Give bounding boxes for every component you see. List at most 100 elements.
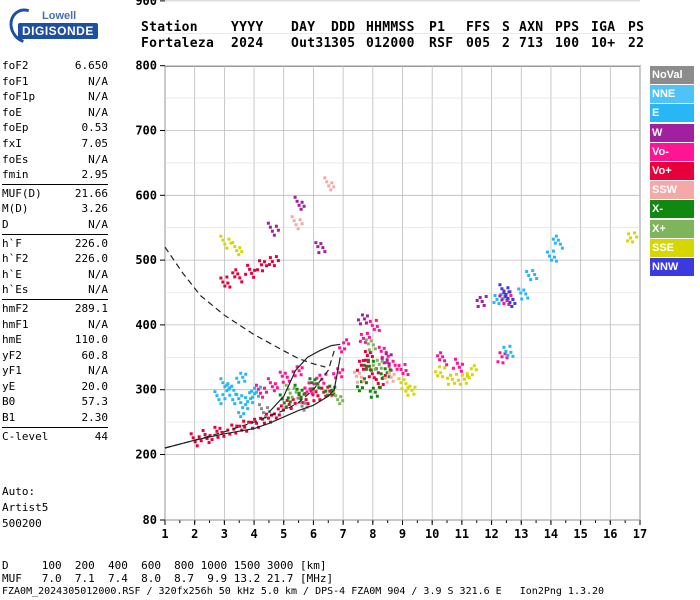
legend-item: SSE — [650, 238, 694, 257]
x-tick-label: 8 — [369, 527, 376, 541]
data-point — [386, 354, 390, 358]
data-point — [296, 227, 300, 231]
data-point — [245, 429, 249, 433]
data-point — [303, 386, 307, 390]
data-point — [225, 389, 229, 393]
data-point — [219, 234, 223, 238]
x-tick-label: 9 — [399, 527, 406, 541]
data-point — [274, 255, 278, 259]
param-value: 2.30 — [81, 411, 109, 425]
data-point — [278, 393, 282, 397]
logo-line1: Lowell — [42, 10, 77, 22]
data-point — [387, 371, 391, 375]
data-point — [380, 357, 384, 361]
data-point — [370, 323, 374, 327]
data-point — [495, 297, 499, 301]
data-point — [451, 366, 455, 370]
param-separator — [2, 427, 108, 428]
data-point — [631, 240, 635, 244]
data-point — [241, 406, 245, 410]
data-point — [373, 347, 377, 351]
data-point — [215, 429, 219, 433]
data-point — [223, 397, 227, 401]
data-point — [388, 368, 392, 372]
param-name: foF1 — [2, 74, 29, 88]
param-value: N/A — [88, 105, 108, 119]
data-point — [207, 441, 211, 445]
data-point — [244, 403, 248, 407]
data-point — [323, 176, 327, 180]
data-point — [455, 361, 459, 365]
data-point — [456, 378, 460, 382]
header-value-9: 100 — [555, 36, 580, 51]
data-point — [265, 406, 269, 410]
x-tick-label: 11 — [455, 527, 469, 541]
data-point — [253, 417, 257, 421]
data-point — [377, 385, 381, 389]
data-point — [517, 287, 521, 291]
param-name: h`Es — [2, 283, 29, 297]
data-point — [629, 236, 633, 240]
data-point — [338, 346, 342, 350]
data-point — [332, 392, 336, 396]
data-point — [410, 388, 414, 392]
data-point — [328, 384, 332, 388]
data-point — [276, 228, 280, 232]
x-tick-label: 10 — [425, 527, 439, 541]
data-point — [352, 370, 356, 374]
data-point — [385, 360, 389, 364]
data-point — [297, 203, 301, 207]
data-point — [250, 389, 254, 393]
param-name: yF1 — [2, 364, 22, 378]
data-point — [368, 351, 372, 355]
param-name: fmin — [2, 168, 29, 182]
data-point — [295, 387, 299, 391]
legend-item: NoVal — [650, 66, 694, 84]
data-point — [239, 415, 243, 419]
param-row: D N/A — [2, 217, 108, 233]
data-point — [240, 250, 244, 254]
profile-curve — [164, 246, 326, 368]
data-point — [366, 358, 370, 362]
param-value: N/A — [88, 364, 108, 378]
data-point — [395, 367, 399, 371]
param-value: 226.0 — [74, 252, 108, 266]
data-point — [364, 321, 368, 325]
muf-row: MUF 7.0 7.1 7.4 8.0 8.7 9.9 13.2 21.7 [M… — [2, 572, 334, 585]
x-tick-label: 1 — [161, 527, 168, 541]
param-value: 289.1 — [74, 301, 108, 315]
data-point — [302, 408, 306, 412]
data-point — [453, 381, 456, 385]
data-point — [397, 377, 401, 381]
header-label-7: S — [502, 20, 511, 35]
data-point — [219, 402, 223, 406]
data-point — [268, 225, 272, 229]
header-value-0: Fortaleza — [141, 36, 215, 51]
data-point — [210, 438, 214, 442]
x-tick-label: 6 — [310, 527, 317, 541]
data-point — [492, 300, 496, 304]
data-point — [234, 268, 238, 272]
data-point — [225, 275, 229, 279]
data-point — [389, 375, 393, 379]
data-point — [237, 380, 241, 384]
data-point — [311, 393, 315, 397]
data-point — [342, 341, 346, 345]
param-row: M(D) 3.26 — [2, 201, 108, 217]
data-point — [464, 381, 468, 385]
param-row: C-level 44 — [2, 429, 108, 445]
data-point — [626, 239, 630, 243]
x-tick-label: 14 — [544, 527, 558, 541]
data-point — [219, 377, 223, 381]
param-name: D — [2, 217, 9, 231]
header-value-4: 012000 — [366, 36, 415, 51]
data-point — [283, 371, 287, 375]
data-point — [324, 394, 328, 398]
data-point — [384, 352, 388, 356]
legend-item: W — [650, 123, 694, 142]
param-row: yF1 N/A — [2, 363, 108, 379]
data-point — [363, 358, 367, 362]
data-point — [304, 398, 308, 402]
data-point — [322, 381, 326, 385]
data-point — [276, 407, 280, 411]
